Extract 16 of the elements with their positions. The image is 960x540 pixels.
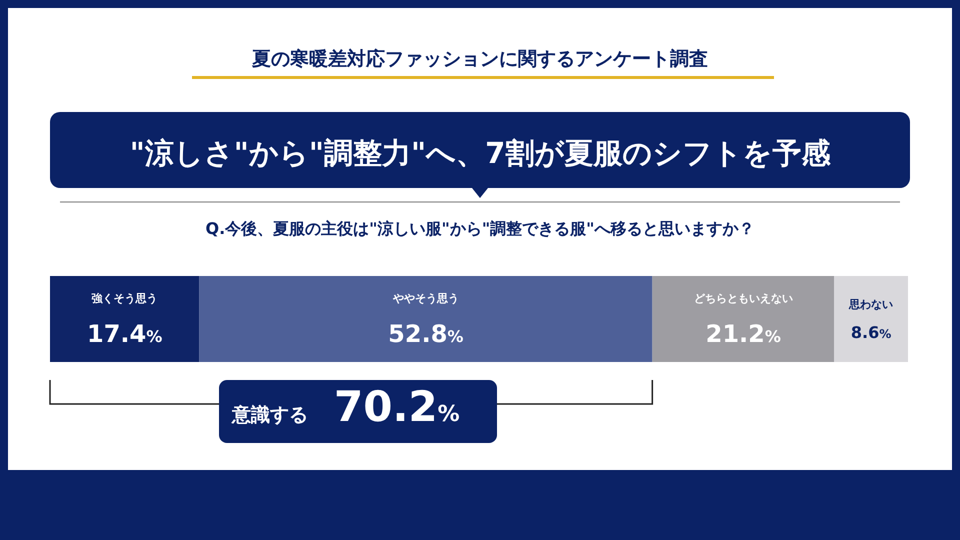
text: 意識する 70.2%	[232, 382, 460, 431]
chart-subtitle: "涼しさ"から"調整力"へ、7割が夏服のシフトを予感	[130, 136, 832, 170]
text: Q.今後、夏服の主役は"涼しい服"から"調整できる服"へ移ると思いますか？	[205, 219, 755, 238]
bar	[652, 276, 834, 362]
data-label: 17.4%	[87, 320, 162, 348]
series-label: どちらともいえない	[694, 292, 793, 305]
data-label: 52.8%	[388, 320, 464, 348]
series-label: 強くそう思う	[92, 292, 158, 305]
bar	[50, 276, 200, 362]
data-label: 21.2%	[706, 320, 781, 348]
bar	[199, 276, 652, 362]
chart-title: 夏の寒暖差対応ファッションに関するアンケート調査	[251, 48, 708, 70]
series-label: 思わない	[848, 298, 894, 311]
bar	[834, 276, 908, 362]
series-label: ややそう思う	[392, 292, 459, 305]
data-label: 8.6%	[850, 323, 892, 342]
